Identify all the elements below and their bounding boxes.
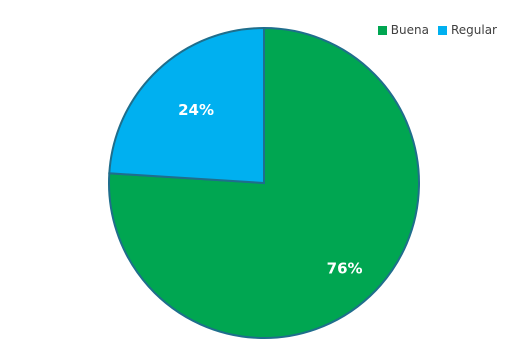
data-label-buena: 76% — [327, 259, 363, 277]
legend-label-regular: Regular — [450, 23, 497, 37]
legend-item-regular: Regular — [437, 23, 497, 37]
pie-slice-buena — [108, 26, 420, 339]
legend-item-buena: Buena — [377, 23, 429, 37]
pie-slice-regular — [108, 26, 265, 185]
legend-swatch-regular — [437, 25, 447, 35]
data-label-regular: 24% — [178, 101, 214, 119]
legend: Buena Regular — [377, 23, 497, 37]
legend-swatch-buena — [377, 25, 387, 35]
legend-label-buena: Buena — [390, 23, 429, 37]
